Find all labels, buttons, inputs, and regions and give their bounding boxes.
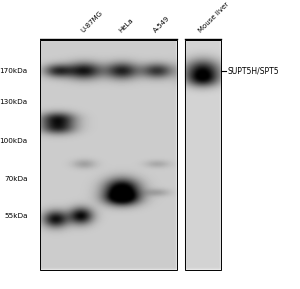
- Text: 100kDa: 100kDa: [0, 138, 28, 144]
- Text: U-87MG: U-87MG: [80, 10, 104, 34]
- Text: 55kDa: 55kDa: [4, 213, 28, 219]
- Bar: [40, 40, 177, 270]
- Bar: [184, 40, 221, 270]
- Text: 170kDa: 170kDa: [0, 68, 28, 74]
- Text: 130kDa: 130kDa: [0, 99, 28, 105]
- Text: Mouse liver: Mouse liver: [198, 1, 230, 34]
- Text: HeLa: HeLa: [118, 17, 134, 34]
- Text: SUPT5H/SPT5: SUPT5H/SPT5: [227, 67, 279, 76]
- Text: 70kDa: 70kDa: [4, 176, 28, 182]
- Text: A-549: A-549: [153, 15, 172, 34]
